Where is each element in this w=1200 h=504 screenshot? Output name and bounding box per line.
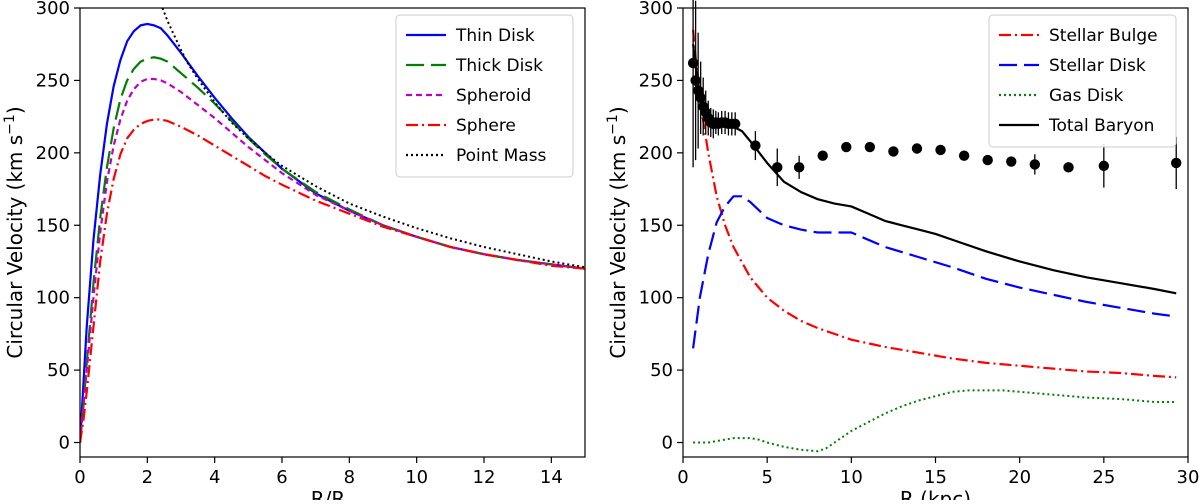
data-point	[935, 144, 946, 156]
panel-2-observations	[687, 0, 1182, 190]
panel-1-x-tick-label: 14	[540, 467, 563, 488]
data-point	[817, 150, 828, 161]
panel-2-x-tick-label: 0	[677, 467, 688, 488]
panel-2-x-tick-label: 5	[761, 467, 772, 488]
data-point	[982, 154, 993, 166]
panel-1-x-tick-label: 2	[142, 467, 153, 488]
panel-1-y-tick-label: 300	[36, 0, 70, 19]
panel-2-x-tick-label: 15	[924, 467, 947, 488]
panel-2-y-tick-label: 50	[650, 360, 673, 381]
data-point	[1006, 156, 1017, 167]
data-point	[911, 143, 923, 154]
panel-1-y-tick-label: 200	[36, 143, 70, 164]
panel-2-series-stellar-bulge	[692, 29, 1177, 379]
data-point	[1098, 160, 1110, 172]
legend-label-gas-disk: Gas Disk	[1049, 86, 1124, 106]
legend-label-point-mass: Point Mass	[456, 146, 547, 166]
panel-1-series-point-mass	[161, 8, 585, 269]
panel-1-x-tick-label: 8	[344, 467, 355, 488]
data-point	[772, 162, 783, 173]
panel-2-series-gas-disk	[693, 389, 1177, 453]
data-point	[729, 118, 741, 130]
data-point	[793, 162, 805, 173]
panel-2-x-tick-label: 20	[1008, 467, 1031, 488]
data-point	[687, 57, 699, 69]
panel-2-y-tick-label: 0	[662, 433, 673, 454]
data-point	[690, 75, 701, 86]
panel-1-x-tick-label: 4	[209, 467, 220, 488]
legend-label-total-baryon: Total Baryon	[1048, 116, 1154, 136]
panel-1-series-sphere	[80, 118, 585, 443]
legend-label-stellar-bulge: Stellar Bulge	[1049, 26, 1158, 46]
panel-1-y-tick-label: 100	[36, 288, 70, 309]
panel-2-y-axis-label: Circular Velocity (km s−1)	[605, 106, 630, 358]
panel-2-legend-box	[988, 14, 1177, 148]
panel-2-series-stellar-disk	[692, 195, 1177, 349]
data-point	[841, 141, 852, 153]
panel-2-y-tick-label: 150	[639, 215, 673, 236]
data-point	[888, 146, 899, 157]
legend-label-thick-disk: Thick Disk	[455, 56, 543, 76]
panel-2-legend: Stellar Bulge Stellar Disk Gas Disk Total B…	[988, 14, 1177, 148]
panel-1-x-tick-label: 6	[276, 467, 287, 488]
panel-1-y-tick-label: 250	[36, 70, 70, 91]
panel-1-series-group	[80, 8, 585, 443]
panel-1-legend: Thin Disk Thick Disk Spheroid Sphere Point M…	[395, 14, 574, 178]
panel-2-y-tick-label: 100	[639, 288, 673, 309]
data-point	[1171, 157, 1182, 169]
data-point	[1029, 159, 1041, 170]
legend-label-sphere: Sphere	[456, 116, 516, 136]
legend-label-spheroid: Spheroid	[456, 86, 531, 106]
panel-2-x-tick-label: 30	[1177, 467, 1200, 488]
panel-2-x-tick-label: 10	[840, 467, 863, 488]
panel-1: 0 2 4 6 8 10 12 14 0 50 100 150 200 250 300 R/Rd Circula…	[2, 0, 586, 504]
panel-1-x-tick-label: 0	[74, 467, 85, 488]
panel-1-legend-box	[395, 14, 574, 178]
panel-1-x-tick-label: 12	[473, 467, 496, 488]
panel-1-x-tick-label: 10	[405, 467, 428, 488]
panel-1-frame	[79, 7, 586, 458]
panel-2-x-tick-label: 25	[1092, 467, 1115, 488]
panel-2-y-tick-label: 200	[639, 143, 673, 164]
panel-1-y-tick-label: 50	[47, 360, 70, 381]
panel-2-x-axis-label: R (kpc)	[900, 487, 971, 500]
panel-1-y-axis-label: Circular Velocity (km s−1)	[2, 106, 27, 358]
data-point	[864, 141, 876, 153]
panel-1-y-tick-label: 0	[59, 433, 70, 454]
legend-label-thin-disk: Thin Disk	[455, 26, 535, 46]
data-point	[750, 140, 761, 151]
data-point	[1063, 162, 1074, 173]
panel-1-series-thick-disk	[80, 56, 585, 443]
data-point	[958, 150, 970, 161]
panel-2-y-tick-label: 300	[639, 0, 673, 19]
panel-1-x-axis-label: R/Rd	[311, 487, 355, 500]
legend-label-stellar-disk: Stellar Disk	[1049, 56, 1146, 76]
panel-2-y-tick-label: 250	[639, 70, 673, 91]
panel-1-y-tick-label: 150	[36, 215, 70, 236]
